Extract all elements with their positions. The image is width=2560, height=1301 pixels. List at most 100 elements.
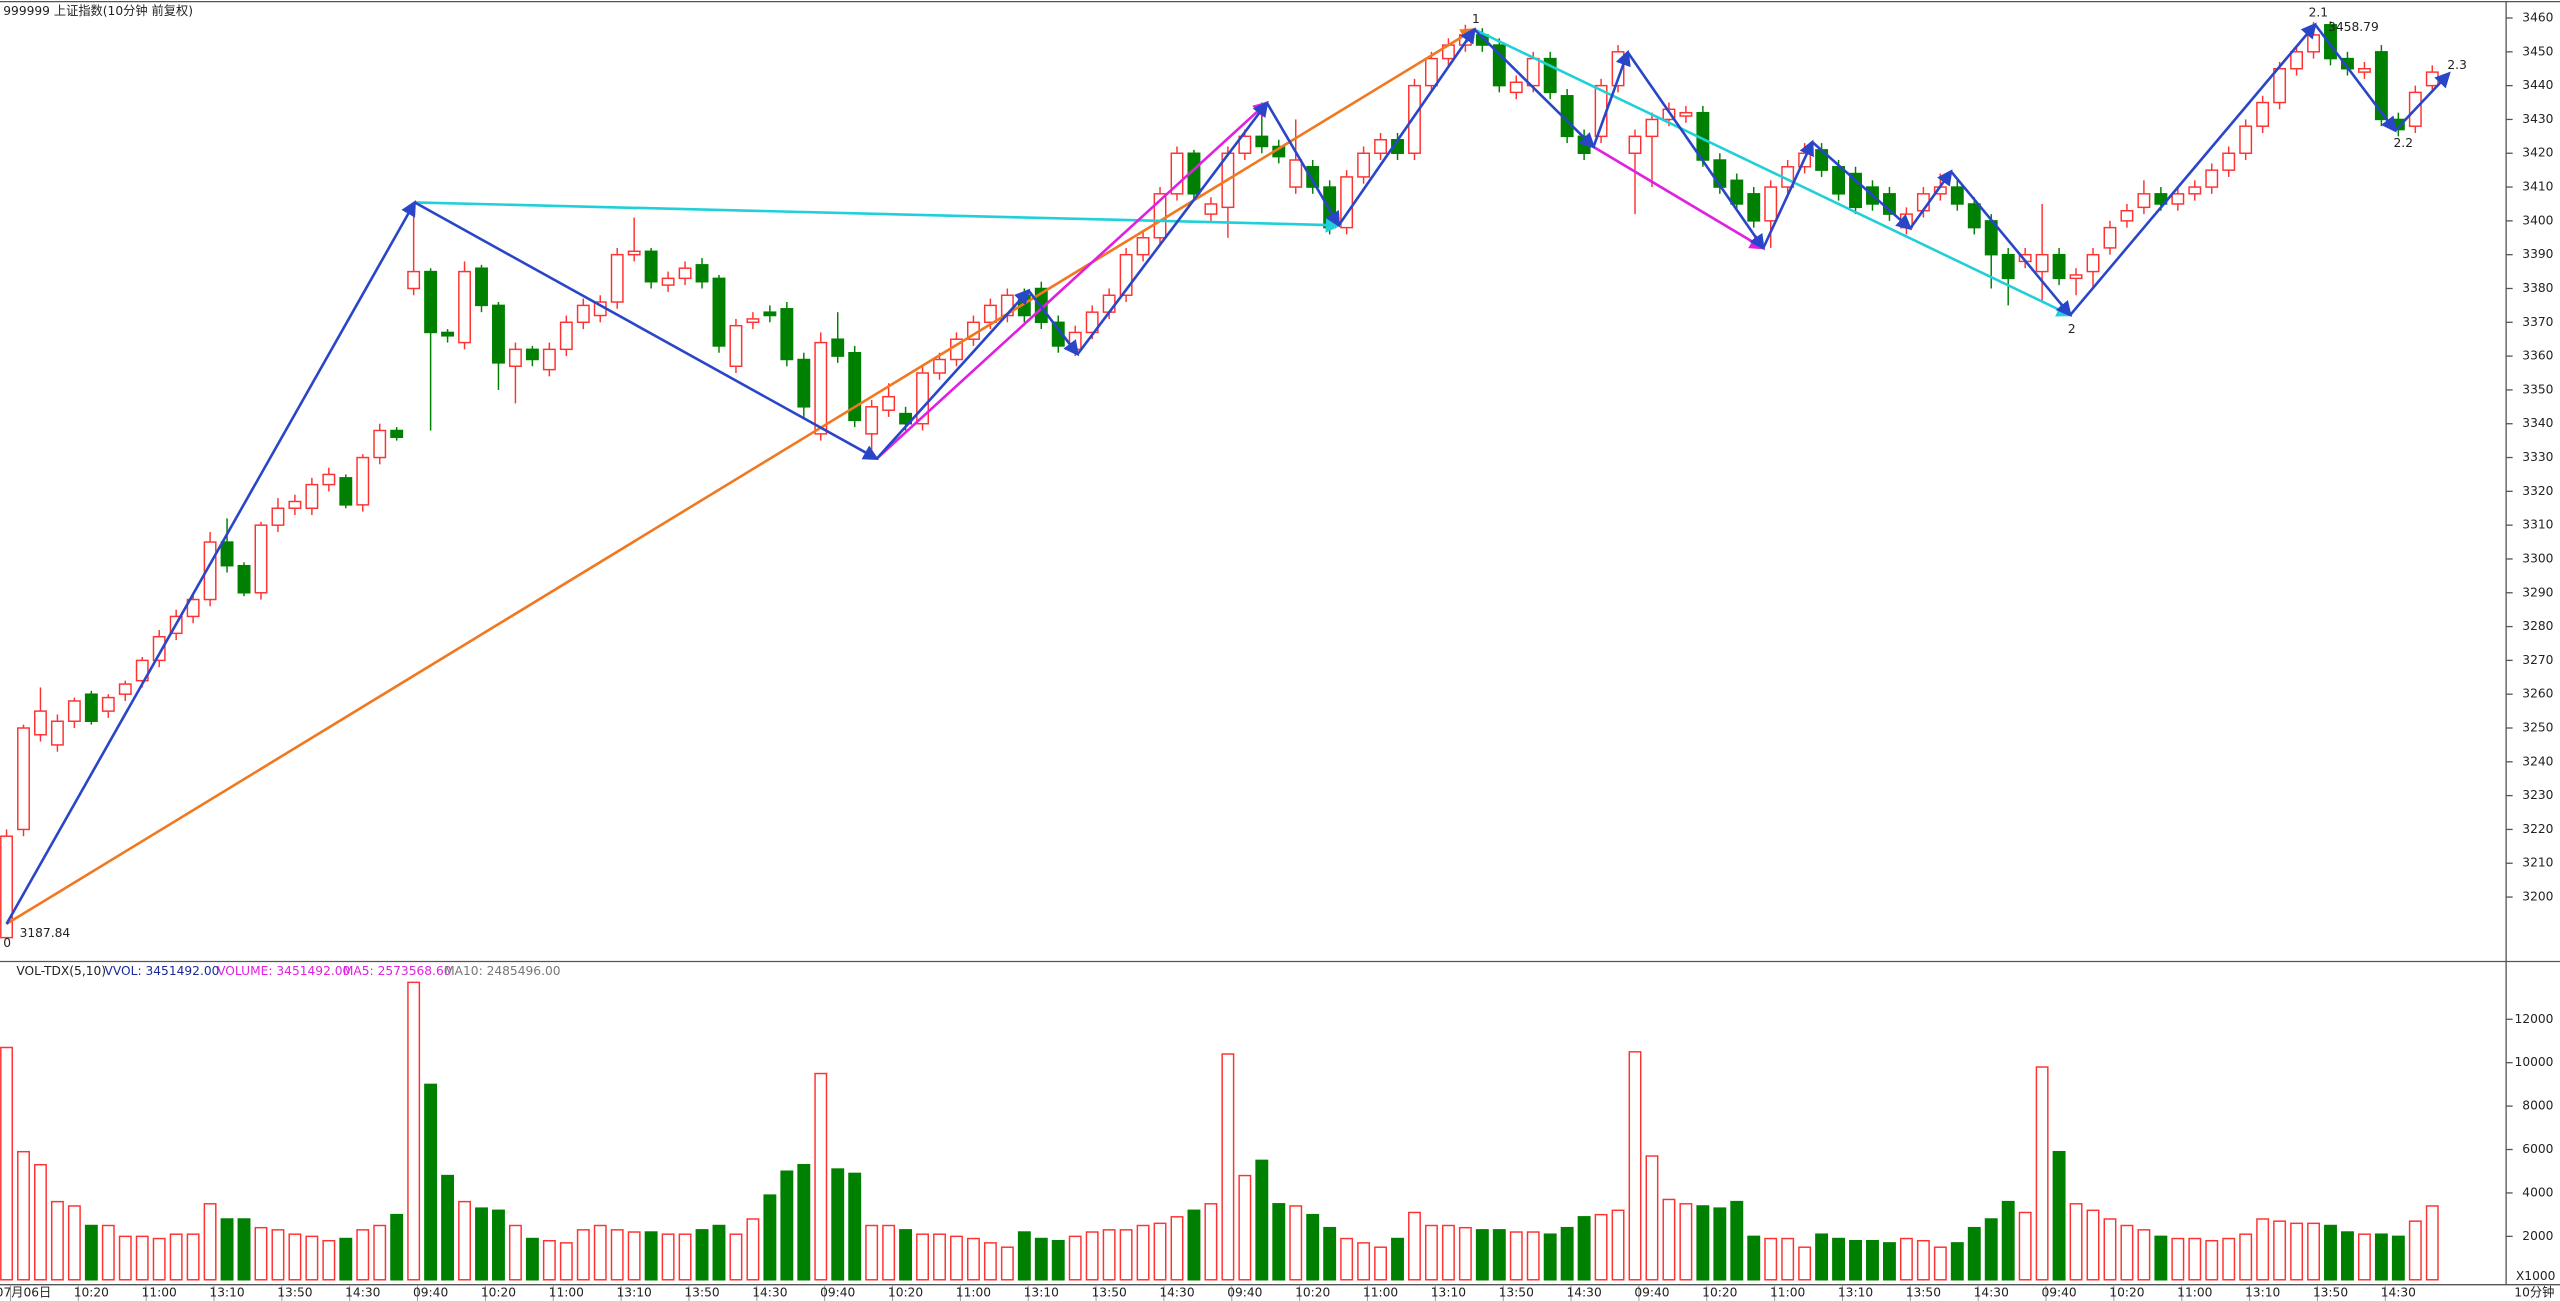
volume-bar bbox=[1424, 1224, 1438, 1281]
candle-body bbox=[763, 311, 777, 317]
y-tick-label: 3240 bbox=[2522, 754, 2553, 768]
volume-bar bbox=[1068, 1235, 1082, 1281]
candle-body bbox=[1255, 135, 1269, 148]
candle-body bbox=[237, 564, 251, 594]
candle-body bbox=[1645, 118, 1659, 138]
volume-bar bbox=[983, 1242, 997, 1281]
y-tick-label: 3220 bbox=[2522, 822, 2553, 836]
volume-bar bbox=[237, 1218, 251, 1281]
x-tick-label: 10:20 bbox=[2109, 1285, 2144, 1299]
candle-body bbox=[254, 524, 268, 594]
y-tick-label: 3330 bbox=[2522, 450, 2553, 464]
x-tick-label: 10:20 bbox=[481, 1285, 516, 1299]
volume-bar bbox=[50, 1200, 64, 1281]
y-tick-label: 3440 bbox=[2522, 78, 2553, 92]
volume-bar bbox=[1781, 1237, 1795, 1281]
x-tick-label: 09:40 bbox=[1634, 1285, 1669, 1299]
y-tick-label: 3290 bbox=[2522, 585, 2553, 599]
volume-bar bbox=[1560, 1226, 1574, 1281]
volume-bar bbox=[593, 1224, 607, 1281]
volume-bar bbox=[322, 1239, 336, 1281]
volume-bar bbox=[576, 1229, 590, 1281]
candle-body bbox=[288, 500, 302, 509]
wave-line bbox=[1337, 27, 1476, 227]
volume-bar bbox=[729, 1233, 743, 1281]
candle-body bbox=[101, 696, 115, 712]
volume-bar bbox=[339, 1237, 353, 1281]
volume-bar bbox=[152, 1237, 166, 1281]
volume-bar bbox=[475, 1207, 488, 1281]
volume-bar bbox=[1662, 1198, 1676, 1281]
volume-bar bbox=[17, 1150, 30, 1281]
volume-bar bbox=[2273, 1220, 2287, 1281]
volume-bar bbox=[1085, 1231, 1099, 1281]
y-tick-label: 3230 bbox=[2522, 788, 2553, 802]
x-tick-label: 13:50 bbox=[684, 1285, 719, 1299]
volume-bar bbox=[1815, 1233, 1829, 1281]
volume-bar bbox=[1933, 1246, 1947, 1281]
candle-body bbox=[695, 264, 709, 283]
volume-bar bbox=[2188, 1237, 2202, 1281]
candle-body bbox=[1085, 311, 1099, 334]
x-tick-label: 14:30 bbox=[2381, 1285, 2416, 1299]
volume-bar bbox=[1696, 1205, 1710, 1281]
volume-bar bbox=[1798, 1246, 1812, 1281]
volume-bar bbox=[203, 1203, 217, 1281]
y-tick-label: 3200 bbox=[2522, 890, 2553, 904]
wave-line bbox=[2314, 23, 2397, 133]
volume-bar bbox=[1950, 1242, 1964, 1281]
volume-bar bbox=[2103, 1218, 2117, 1281]
x-tick-label: 13:50 bbox=[1499, 1285, 1534, 1299]
x-tick-label: 10:20 bbox=[74, 1285, 109, 1299]
volume-bar bbox=[1000, 1246, 1014, 1281]
volume-bar bbox=[1883, 1242, 1896, 1281]
volume-bar bbox=[2018, 1211, 2032, 1281]
candle-body bbox=[271, 507, 285, 526]
candle-body bbox=[559, 321, 573, 351]
volume-bar bbox=[899, 1229, 913, 1281]
volume-bar bbox=[1543, 1233, 1557, 1281]
candle-body bbox=[1832, 166, 1846, 195]
candle-body bbox=[424, 270, 438, 334]
volume-bar bbox=[407, 981, 421, 1281]
y-tick-label: 3420 bbox=[2522, 146, 2553, 160]
volume-bar bbox=[441, 1174, 455, 1281]
volume-bar bbox=[1102, 1229, 1116, 1281]
volume-bar bbox=[373, 1224, 387, 1281]
y-tick-label: 3260 bbox=[2522, 687, 2553, 701]
volume-bar bbox=[1306, 1213, 1320, 1281]
candle-body bbox=[475, 267, 488, 307]
wave-line bbox=[1762, 139, 1814, 249]
wave-line bbox=[1626, 51, 1765, 251]
volume-bar bbox=[1034, 1237, 1048, 1281]
candle-body bbox=[2086, 253, 2100, 273]
volume-bar bbox=[2086, 1209, 2100, 1281]
candle-body bbox=[1340, 176, 1354, 229]
volume-bar bbox=[458, 1200, 471, 1281]
candle-body bbox=[865, 406, 879, 435]
candle-body bbox=[678, 267, 692, 280]
candle-body bbox=[1306, 166, 1320, 188]
volume-bar bbox=[1594, 1213, 1608, 1281]
volume-bar bbox=[1170, 1216, 1184, 1281]
x-tick-label: 14:30 bbox=[345, 1285, 380, 1299]
x-tick-label: 11:00 bbox=[956, 1285, 991, 1299]
volume-bar bbox=[542, 1239, 556, 1281]
volume-bar bbox=[1119, 1229, 1133, 1281]
y-tick-label: 4000 bbox=[2522, 1185, 2553, 1199]
y-tick-label: 3310 bbox=[2522, 518, 2553, 532]
high-label: 3458.79 bbox=[2328, 20, 2379, 34]
candle-body bbox=[152, 635, 166, 662]
volume-bar bbox=[1526, 1231, 1540, 1281]
volume-bar bbox=[780, 1170, 794, 1281]
candle-body bbox=[1424, 57, 1438, 87]
wave-line bbox=[875, 288, 1031, 460]
volume-bar bbox=[169, 1233, 183, 1281]
x-tick-label: 10:20 bbox=[888, 1285, 923, 1299]
candle-body bbox=[746, 318, 760, 324]
y-tick-label: 3410 bbox=[2522, 180, 2553, 194]
indicator-name: VOL-TDX(5,10) bbox=[16, 964, 106, 978]
candle-body bbox=[2052, 253, 2066, 280]
volume-bar bbox=[966, 1237, 980, 1281]
